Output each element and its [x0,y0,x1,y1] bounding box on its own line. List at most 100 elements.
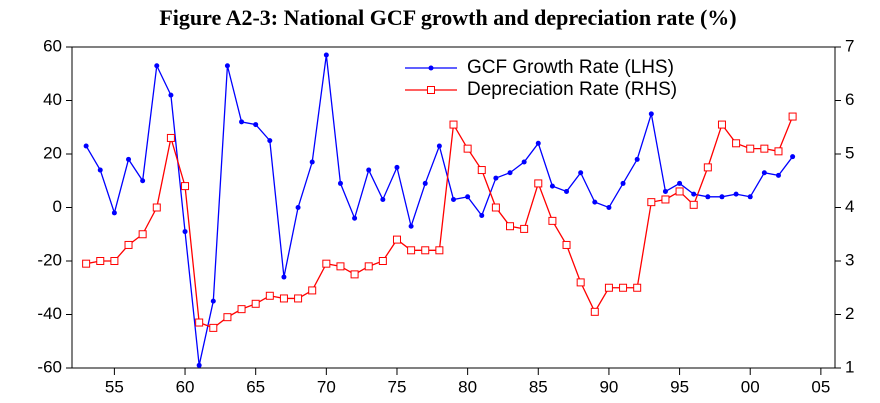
data-point [578,170,584,176]
y-tick-label: -20 [37,250,62,269]
data-point [126,156,132,162]
data-point [309,159,315,165]
data-point [761,170,767,176]
data-point [279,294,288,303]
y2-tick-label: 5 [845,143,854,162]
data-point [140,178,146,184]
data-point [295,205,301,210]
data-point [604,283,613,292]
data-point [366,167,372,173]
data-point [703,163,712,172]
data-point [451,196,456,202]
data-point [705,194,711,200]
series-line [85,54,794,366]
data-point [322,259,331,268]
data-point [774,147,783,156]
data-point [407,246,416,255]
y-tick-label: -60 [37,357,62,376]
data-point [210,298,216,304]
x-tick-label: 85 [529,377,548,396]
legend-label: Depreciation Rate (RHS) [467,79,677,100]
data-point [253,122,259,128]
data-point [633,283,642,292]
data-point [548,216,557,225]
data-point [323,52,329,58]
data-point [82,259,91,268]
data-point [662,188,668,194]
data-point [606,205,612,210]
data-point [251,299,260,308]
data-point [534,179,543,188]
data-point [138,230,147,239]
data-point [196,362,202,368]
data-point [267,138,273,144]
data-point [435,246,444,255]
data-point [520,224,529,233]
x-tick-label: 75 [388,377,407,396]
data-point [421,246,430,255]
data-point [477,166,486,175]
data-point [775,172,781,178]
data-point [364,262,373,271]
data-point [549,183,555,189]
chart-title: Figure A2-3: National GCF growth and dep… [159,5,736,30]
data-point [154,63,160,69]
data-point [648,111,654,117]
data-point [308,286,317,295]
data-point [237,305,246,314]
y2-tick-label: 3 [845,250,854,269]
data-point [691,191,697,197]
data-point [465,194,471,200]
data-point [110,257,119,265]
data-point [166,133,175,142]
data-point [152,203,161,212]
y-tick-label: 0 [53,197,62,216]
data-point [592,199,598,205]
data-point [337,180,343,186]
data-point [195,318,204,327]
data-point [239,119,245,125]
y2-tick-label: 6 [845,90,854,109]
data-point [732,139,741,148]
data-point [619,283,628,292]
x-tick-label: 00 [741,377,760,396]
x-tick-label: 55 [105,377,124,396]
data-point [294,294,303,303]
y-tick-label: 20 [43,143,62,162]
data-point [634,156,640,162]
data-point [747,194,753,200]
x-tick-label: 60 [176,377,195,396]
data-point [111,210,117,216]
data-point [392,235,401,244]
data-point [408,223,414,229]
data-point [394,164,400,170]
data-point [564,188,570,194]
data-point [168,92,174,98]
data-point [378,257,387,265]
y2-tick-label: 4 [845,197,854,216]
x-tick-label: 80 [458,377,477,396]
data-point [83,143,89,149]
y-tick-label: 40 [43,90,62,109]
data-point [493,175,499,181]
data-point [182,229,188,235]
y2-tick-label: 7 [845,36,854,55]
data-point [181,182,190,191]
data-point [124,240,133,249]
x-tick-label: 90 [599,377,618,396]
data-point [449,120,458,129]
data-point [380,196,386,202]
y-tick-label: 60 [43,36,62,55]
data-point [535,140,541,146]
data-point [223,313,232,322]
data-point [790,154,796,160]
data-point [689,200,698,209]
data-point [281,274,287,280]
data-point [350,270,359,279]
data-point [521,159,527,165]
data-point [507,170,513,176]
data-point [506,222,515,231]
data-point [463,144,472,153]
x-tick-label: 65 [246,377,265,396]
